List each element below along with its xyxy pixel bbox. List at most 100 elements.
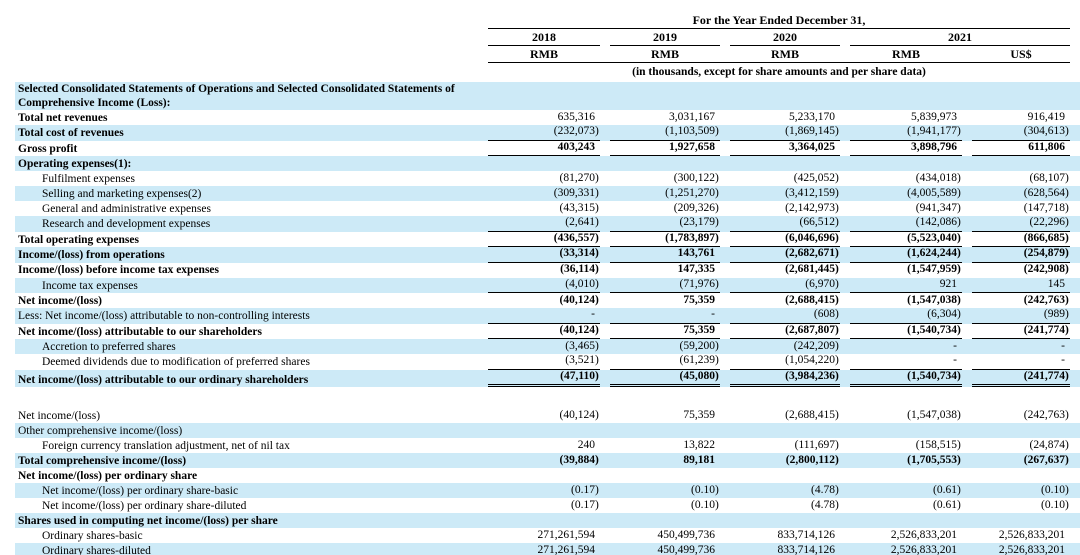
value-text: (4.78) [811, 498, 839, 511]
value-cell: (6,046,696) [730, 231, 840, 247]
value-cell: (242,908) [972, 263, 1070, 278]
value-cell [610, 156, 720, 171]
table-row: Operating expenses(1): [15, 156, 1080, 171]
value-text: (6,046,696) [785, 231, 839, 244]
value-cell: (608) [730, 308, 840, 324]
value-text: (61,239) [679, 354, 719, 366]
value-cell [972, 513, 1070, 528]
value-text: (1,783,897) [665, 231, 719, 244]
value-text: (242,763) [1023, 408, 1069, 421]
value-cell: 89,181 [610, 453, 720, 468]
value-text: (1,540,734) [907, 369, 961, 382]
value-cell: (941,347) [850, 201, 962, 216]
value-cell: (1,251,270) [610, 186, 720, 201]
value-cell: 13,822 [610, 438, 720, 453]
value-text: (40,124) [559, 408, 599, 421]
header-period-row: For the Year Ended December 31, [15, 10, 1080, 29]
row-label: General and administrative expenses [42, 202, 211, 215]
value-cell: 2,526,833,201 [972, 543, 1070, 555]
table-row: Net income/(loss) per ordinary share-dil… [15, 498, 1080, 513]
table-row: Total cost of revenues (232,073) (1,103,50… [15, 125, 1080, 141]
value-cell: (3,984,236) [730, 370, 840, 387]
value-text: (989) [1043, 308, 1069, 320]
value-text: (1,251,270) [665, 186, 719, 199]
value-cell: (2,641) [488, 216, 600, 232]
table-row: Research and development expenses (2,641)… [15, 216, 1080, 232]
header-label-spacer [15, 10, 478, 29]
value-text: (3,412,159) [785, 186, 839, 199]
value-cell: - [972, 339, 1070, 354]
value-cell: (3,465) [488, 339, 600, 354]
value-cell: (0.10) [610, 498, 720, 513]
value-cell [488, 82, 600, 110]
value-cell: (4.78) [730, 498, 840, 513]
value-text: (1,547,038) [907, 293, 961, 306]
table-row: Fulfilment expenses (81,270) (300,122) (425… [15, 171, 1080, 186]
value-text: (2,688,415) [785, 408, 839, 421]
value-cell [850, 82, 962, 110]
value-cell [850, 156, 962, 171]
value-cell: (209,326) [610, 201, 720, 216]
row-label: Other comprehensive income/(loss) [18, 424, 183, 437]
value-text: (0.10) [1041, 483, 1069, 496]
value-text: (3,521) [565, 354, 599, 366]
value-cell: 833,714,126 [730, 543, 840, 555]
value-text: (6,970) [805, 277, 839, 290]
value-text: 635,316 [557, 110, 595, 123]
header-label-spacer [15, 63, 478, 82]
value-cell [730, 156, 840, 171]
value-cell: (1,547,038) [850, 408, 962, 423]
value-text: - [1061, 354, 1065, 366]
value-cell: (2,682,671) [730, 247, 840, 263]
value-cell: (45,080) [610, 370, 720, 387]
table-row: Total net revenues 635,316 3,031,167 5,233,… [15, 110, 1080, 125]
currency-column-header: RMB [651, 47, 679, 61]
header-label-spacer [15, 46, 478, 63]
value-text: (71,976) [679, 277, 719, 290]
units-note: (in thousands, except for share amounts … [632, 66, 926, 78]
value-text: (36,114) [560, 263, 599, 275]
row-label: Total operating expenses [18, 233, 139, 246]
value-cell: (2,688,415) [730, 293, 840, 308]
table-row: Ordinary shares-basic 271,261,594 450,499,… [15, 528, 1080, 543]
value-text: (1,540,734) [907, 323, 961, 336]
value-text: (1,941,177) [907, 125, 961, 137]
table-row: Deemed dividends due to modification of … [15, 354, 1080, 370]
value-text: 143,761 [677, 247, 715, 259]
value-cell: (24,874) [972, 438, 1070, 453]
value-text: (425,052) [793, 171, 839, 184]
value-text: (232,073) [553, 125, 599, 137]
value-cell: (0.17) [488, 483, 600, 498]
value-cell: (40,124) [488, 408, 600, 423]
value-cell: 3,364,025 [730, 141, 840, 156]
value-cell: 5,839,973 [850, 110, 962, 125]
currency-header-group: RMB RMB RMB RMB US$ [488, 46, 1070, 63]
value-cell: (47,110) [488, 370, 600, 387]
header-label-spacer [15, 29, 478, 46]
value-text: (241,774) [1023, 323, 1069, 336]
value-text: (300,122) [673, 171, 719, 184]
value-text: (1,103,509) [665, 125, 719, 137]
row-label: Income/(loss) before income tax expenses [18, 264, 220, 276]
value-cell: (66,512) [730, 216, 840, 232]
value-cell: 75,359 [610, 324, 720, 339]
value-text: - [591, 308, 595, 320]
value-text: (40,124) [559, 293, 599, 306]
value-text: - [953, 339, 957, 352]
row-label: Fulfilment expenses [42, 172, 135, 185]
value-text: (3,465) [565, 339, 599, 352]
row-label: Net income/(loss) attributable to our or… [18, 373, 309, 386]
value-text: (0.61) [933, 483, 961, 496]
value-cell: (23,179) [610, 216, 720, 232]
row-label: Shares used in computing net income/(los… [18, 514, 278, 527]
table-row: Less: Net income/(loss) attributable to … [15, 308, 1080, 324]
value-cell: (241,774) [972, 370, 1070, 387]
value-cell: (81,270) [488, 171, 600, 186]
row-label: Total cost of revenues [18, 127, 124, 139]
value-cell: (254,879) [972, 247, 1070, 263]
value-cell: (1,705,553) [850, 453, 962, 468]
value-cell: (142,086) [850, 216, 962, 232]
value-cell: 147,335 [610, 263, 720, 278]
value-cell: (5,523,040) [850, 232, 962, 247]
